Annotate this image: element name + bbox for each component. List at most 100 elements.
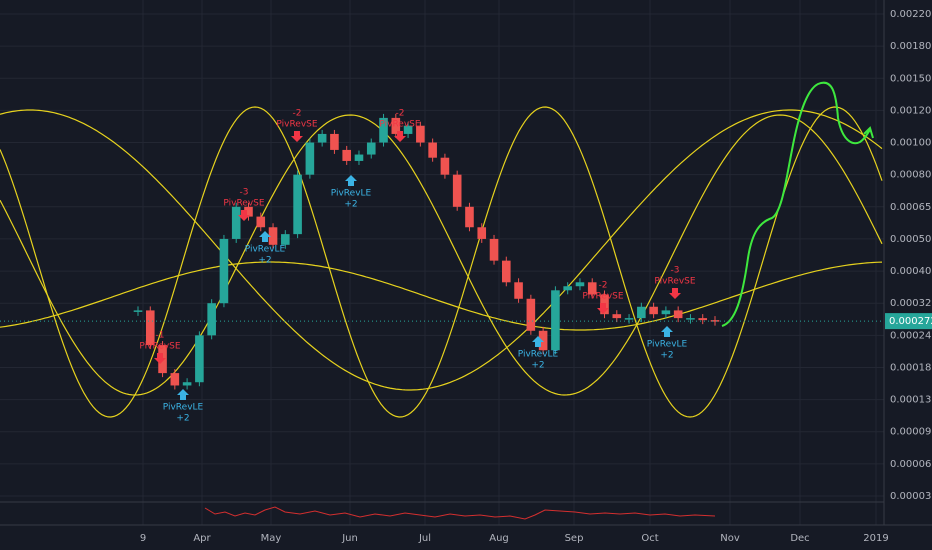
signal-qty: -1 (156, 331, 165, 341)
signal-arrow (661, 326, 673, 337)
candle-body (710, 320, 720, 322)
signal-label: PivRevLE (518, 350, 559, 360)
signal-qty: -3 (240, 188, 249, 198)
signal-label: PivRevSE (223, 199, 264, 209)
candle-body (207, 303, 216, 336)
signal-qty: +2 (176, 414, 189, 424)
x-tick-label: Oct (641, 533, 658, 544)
cycle-curves (0, 106, 883, 418)
candle-body (256, 216, 266, 228)
signal-label: PivRevSE (582, 292, 623, 302)
x-tick-label: Aug (489, 533, 509, 544)
signal-arrow (597, 303, 609, 314)
signal-label: PivRevSE (276, 120, 317, 130)
signal-arrow (532, 336, 544, 347)
candle-body (293, 174, 302, 235)
signal-qty: +2 (531, 361, 544, 371)
y-tick-label: 0.0004000 (890, 266, 932, 277)
candle-body (416, 125, 425, 143)
x-tick-label: Apr (193, 533, 211, 544)
y-tick-label: 0.0012000 (890, 105, 932, 116)
candle-body (624, 318, 634, 320)
last-price-label: 0.0002726 (889, 316, 932, 327)
last-price-box (885, 313, 932, 330)
signal-label: PivRevSE (379, 120, 420, 130)
cycle-curve (0, 114, 883, 396)
candle-body (587, 282, 597, 295)
y-tick-label: 0.0000600 (890, 459, 932, 470)
signal-label: PivRevLE (331, 189, 372, 199)
signal-label: PivRevLE (245, 245, 286, 255)
x-tick-label: Sep (565, 533, 584, 544)
signal-qty: +2 (660, 351, 673, 361)
signal-qty: +2 (344, 200, 357, 210)
candle-body (354, 154, 364, 161)
y-tick-label: 0.0000360 (890, 491, 932, 502)
signal-qty: -2 (396, 109, 405, 119)
candle-body (502, 260, 511, 283)
cycle-curve (0, 106, 883, 418)
candle-body (195, 335, 204, 383)
candle-body (563, 286, 572, 291)
candle-body (342, 149, 351, 161)
x-tick-label: 9 (140, 533, 146, 544)
signal-qty: -2 (293, 109, 302, 119)
signal-label: PivRevLE (647, 340, 688, 350)
annotations: -1PivRevSEPivRevLE+2-3PivRevSEPivRevLE+2… (139, 109, 695, 424)
candle-body (477, 227, 487, 239)
x-tick-label: Dec (790, 533, 809, 544)
signal-arrow (669, 288, 681, 299)
y-tick-label: 0.0000900 (890, 427, 932, 438)
x-tick-label: Jul (418, 533, 431, 544)
signal-qty: -3 (671, 266, 680, 276)
signal-arrow (259, 231, 271, 242)
candle-body (219, 238, 229, 304)
candle-body (391, 117, 401, 134)
signal-qty: -2 (599, 281, 608, 291)
signal-label: PivRevLE (163, 403, 204, 413)
candle-body (489, 238, 499, 261)
candle-body (133, 310, 143, 312)
candle-body (452, 174, 462, 207)
candle-body (526, 298, 536, 331)
candle-body (551, 290, 560, 351)
candle-body (379, 117, 388, 143)
y-tick-label: 0.0002400 (890, 330, 932, 341)
x-tick-label: May (261, 533, 282, 544)
candles (133, 113, 720, 390)
signal-arrow (238, 210, 250, 221)
candle-body (317, 133, 327, 143)
y-tick-label: 0.0018000 (890, 41, 932, 52)
y-tick-label: 0.0001300 (890, 395, 932, 406)
oscillator-line (204, 506, 716, 520)
x-tick-label: Jun (341, 533, 358, 544)
candle-body (231, 206, 241, 239)
candle-body (305, 142, 315, 175)
x-tick-label: 2019 (863, 533, 888, 544)
candle-body (428, 142, 437, 158)
candle-body (366, 142, 376, 155)
y-tick-label: 0.0006500 (890, 202, 932, 213)
signal-arrow (291, 131, 303, 142)
y-tick-label: 0.0005000 (890, 234, 932, 245)
candle-body (612, 314, 622, 319)
signal-arrow (154, 353, 166, 364)
y-tick-label: 0.0003200 (890, 298, 932, 309)
candle-body (281, 234, 290, 245)
y-tick-label: 0.0015000 (890, 73, 932, 84)
y-tick-label: 0.0022000 (890, 9, 932, 20)
candle-body (538, 330, 548, 351)
candle-body (637, 306, 646, 319)
candle-body (465, 206, 474, 228)
candle-body (268, 227, 278, 245)
candle-body (514, 282, 523, 299)
candle-body (182, 382, 192, 386)
signal-label: PivRevSE (654, 277, 695, 287)
candle-body (170, 373, 180, 386)
y-tick-label: 0.0010000 (890, 138, 932, 149)
signal-label: PivRevSE (139, 342, 180, 352)
candle-body (673, 310, 683, 319)
cycle-curve (0, 109, 883, 391)
candle-body (145, 310, 155, 346)
